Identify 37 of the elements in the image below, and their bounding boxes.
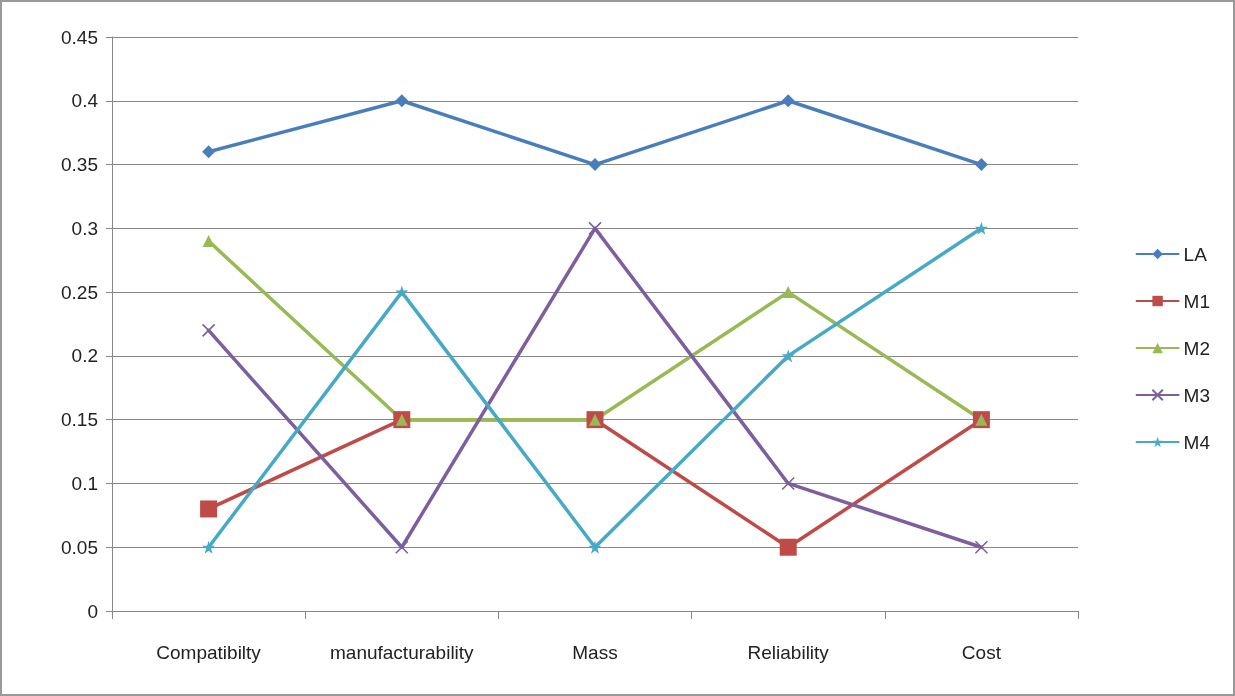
point: [779, 538, 797, 556]
x-tick-label: Mass: [572, 642, 618, 663]
legend-label: M2: [1183, 337, 1211, 359]
point: [782, 286, 795, 299]
y-tick-label: 0.15: [61, 409, 98, 431]
y-tick-label: 0.3: [71, 217, 98, 239]
point: [201, 323, 216, 338]
x-tick-label: Compatibilty: [156, 642, 262, 663]
legend-label: M1: [1183, 290, 1211, 312]
point: [974, 221, 988, 235]
point: [781, 349, 795, 363]
y-tick-label: 0.2: [71, 345, 98, 367]
point: [395, 94, 409, 108]
point: [588, 158, 602, 172]
legend-label: M4: [1183, 431, 1211, 453]
point: [202, 540, 216, 554]
x-tick-label: Reliability: [747, 642, 830, 663]
y-tick-label: 0.05: [61, 536, 98, 558]
y-tick-label: 0.35: [61, 154, 98, 176]
point: [200, 500, 218, 518]
y-tick-label: 0.45: [61, 26, 98, 48]
point: [395, 540, 409, 555]
point: [974, 540, 989, 555]
y-tick-label: 0: [87, 600, 98, 622]
point: [781, 94, 795, 108]
point: [202, 145, 216, 159]
point: [588, 221, 602, 236]
point: [781, 476, 795, 491]
y-tick-label: 0.25: [61, 281, 98, 303]
x-tick-label: manufacturability: [329, 642, 475, 663]
point: [974, 158, 988, 172]
point: [588, 540, 602, 554]
x-tick-label: Cost: [961, 642, 1002, 663]
legend-label: LA: [1183, 243, 1208, 265]
legend-label: M3: [1183, 384, 1211, 406]
y-tick-label: 0.1: [71, 472, 98, 494]
y-tick-label: 0.4: [71, 90, 99, 112]
